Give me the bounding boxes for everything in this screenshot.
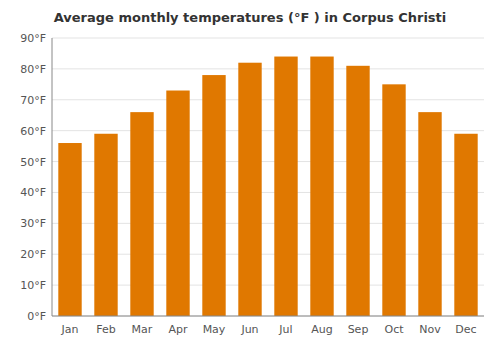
bar — [94, 134, 117, 316]
grid-line — [52, 38, 484, 39]
bar — [382, 84, 405, 316]
chart-title: Average monthly temperatures (°F ) in Co… — [54, 10, 447, 25]
grid-line — [52, 99, 484, 100]
x-tick-label: Jun — [240, 323, 258, 336]
bar — [58, 143, 81, 316]
x-tick-label: May — [203, 323, 226, 336]
y-tick-label: 10°F — [20, 279, 46, 292]
x-tick-label: Dec — [455, 323, 476, 336]
bar — [418, 112, 441, 316]
x-tick-label: Sep — [348, 323, 369, 336]
x-tick-label: Mar — [132, 323, 153, 336]
y-tick-label: 40°F — [20, 186, 46, 199]
y-tick-label: 90°F — [20, 32, 46, 45]
y-axis-line — [52, 38, 53, 316]
grid-line — [52, 68, 484, 69]
chart-container: Average monthly temperatures (°F ) in Co… — [0, 0, 500, 350]
bar — [454, 134, 477, 316]
bar — [130, 112, 153, 316]
bar — [202, 75, 225, 316]
x-axis-line — [52, 316, 484, 317]
bar — [166, 91, 189, 316]
grid-line — [52, 316, 484, 317]
y-tick-label: 30°F — [20, 217, 46, 230]
y-tick-label: 20°F — [20, 248, 46, 261]
y-tick-label: 70°F — [20, 94, 46, 107]
x-tick-label: Jul — [278, 323, 292, 336]
bars — [58, 57, 477, 316]
x-tick-label: Feb — [96, 323, 115, 336]
grid — [52, 38, 484, 316]
bar — [274, 57, 297, 316]
y-tick-label: 80°F — [20, 63, 46, 76]
x-tick-label: Apr — [168, 323, 188, 336]
x-tick-label: Jan — [61, 323, 79, 336]
x-tick-label: Aug — [311, 323, 332, 336]
y-tick-label: 50°F — [20, 156, 46, 169]
bar — [346, 66, 369, 316]
bar — [238, 63, 261, 316]
bar — [310, 57, 333, 316]
chart-svg: Average monthly temperatures (°F ) in Co… — [0, 0, 500, 350]
x-tick-label: Oct — [384, 323, 404, 336]
y-tick-label: 0°F — [27, 310, 46, 323]
y-tick-label: 60°F — [20, 125, 46, 138]
x-tick-label: Nov — [419, 323, 441, 336]
